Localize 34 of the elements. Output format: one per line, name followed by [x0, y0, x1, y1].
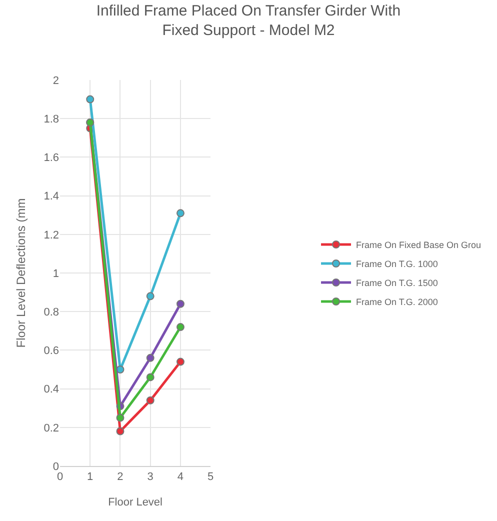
- x-tick-label: 2: [117, 471, 124, 484]
- y-tick-label: 1.2: [44, 229, 59, 242]
- point: [146, 373, 154, 382]
- point: [116, 427, 124, 436]
- x-tick-label: 4: [177, 471, 184, 484]
- y-tick-label: 0.6: [44, 345, 59, 358]
- legend-label: Frame On Fixed Base On Grou: [356, 240, 482, 250]
- point: [176, 300, 184, 308]
- legend-label: Frame On T.G. 1000: [356, 259, 438, 270]
- y-tick-label: 0: [52, 460, 59, 473]
- legend-label: Frame On T.G. 1500: [356, 278, 438, 288]
- y-axis-title: Floor Level Deflections (mm: [14, 198, 28, 348]
- point: [146, 396, 154, 404]
- point: [86, 95, 94, 104]
- y-tick-label: 1: [52, 268, 59, 280]
- x-tick-label: 1: [87, 471, 94, 484]
- y-tick-label: 0.4: [44, 384, 59, 396]
- y-tick-label: 1.4: [44, 190, 59, 203]
- point: [176, 323, 184, 332]
- point: [146, 354, 154, 362]
- point: [116, 414, 124, 422]
- y-tick-label: 1.8: [44, 113, 59, 126]
- y-tick-label: 0.8: [44, 306, 59, 318]
- x-tick-label: 5: [208, 471, 214, 484]
- legend-label: Frame On T.G. 2000: [356, 297, 438, 308]
- x-axis-title: Floor Level: [108, 496, 163, 508]
- y-tick-label: 2: [52, 74, 59, 87]
- point: [176, 209, 184, 218]
- y-tick-label: 1.6: [44, 152, 59, 164]
- point: [176, 358, 184, 366]
- x-tick-label: 3: [147, 471, 154, 484]
- y-tick-label: 0.2: [44, 422, 59, 434]
- point: [146, 292, 154, 300]
- text: Infilled Frame Placed On Transfer Girder With Fixed Support - Model M2: [96, 2, 401, 40]
